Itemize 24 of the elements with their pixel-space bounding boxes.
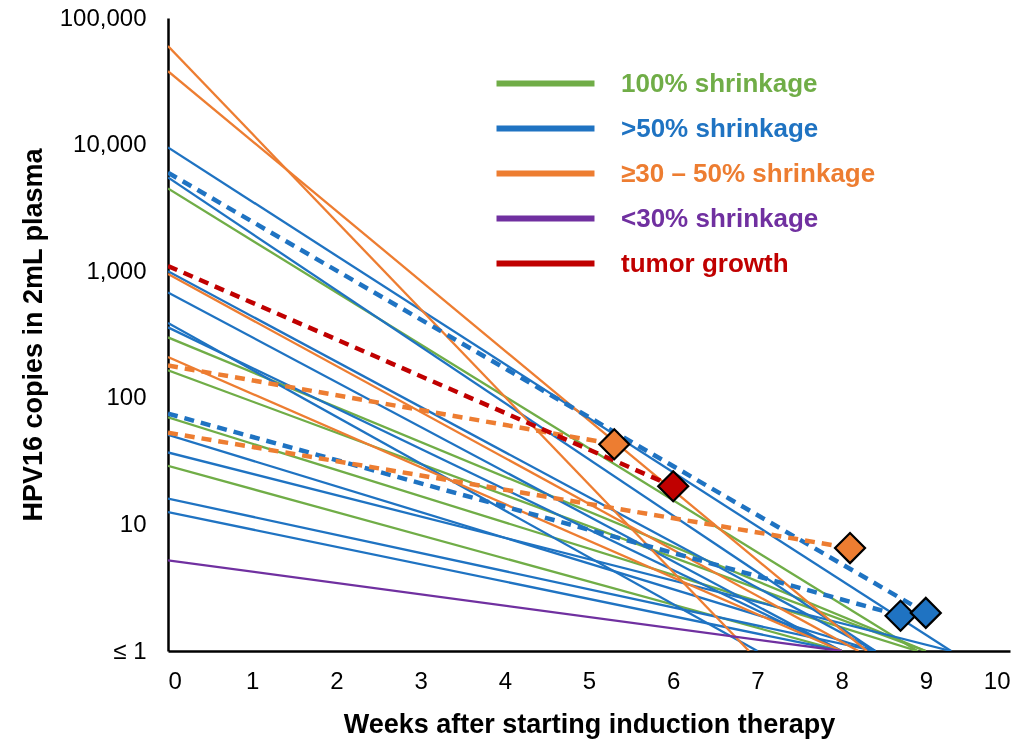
y-tick-label: 1,000	[86, 256, 147, 284]
x-axis-title: Weeks after starting induction therapy	[343, 708, 836, 739]
legend-label: ≥30 – 50% shrinkage	[621, 157, 876, 188]
x-tick-label: 3	[414, 666, 428, 694]
y-tick-label: 100	[106, 383, 147, 411]
y-tick-label: 10,000	[73, 130, 147, 158]
x-tick-label: 6	[667, 666, 681, 694]
x-tick-label: 4	[498, 666, 512, 694]
x-tick-label: 7	[751, 666, 765, 694]
x-tick-label: 0	[168, 666, 182, 694]
x-tick-label: 1	[246, 666, 260, 694]
x-tick-label: 5	[582, 666, 597, 694]
y-tick-label: ≤ 1	[113, 636, 147, 664]
legend-label: 100% shrinkage	[621, 67, 818, 98]
legend-label: tumor growth	[621, 247, 789, 278]
y-tick-label: 10	[119, 509, 147, 537]
y-tick-label: 100,000	[59, 3, 147, 31]
y-axis-title: HPV16 copies in 2mL plasma	[17, 147, 48, 522]
x-tick-label: 2	[330, 666, 344, 694]
legend-label: >50% shrinkage	[621, 112, 819, 143]
x-tick-label: 8	[835, 666, 849, 694]
x-tick-label: 10	[983, 666, 1011, 694]
x-tick-label: 9	[919, 666, 933, 694]
legend-label: <30% shrinkage	[621, 202, 819, 233]
